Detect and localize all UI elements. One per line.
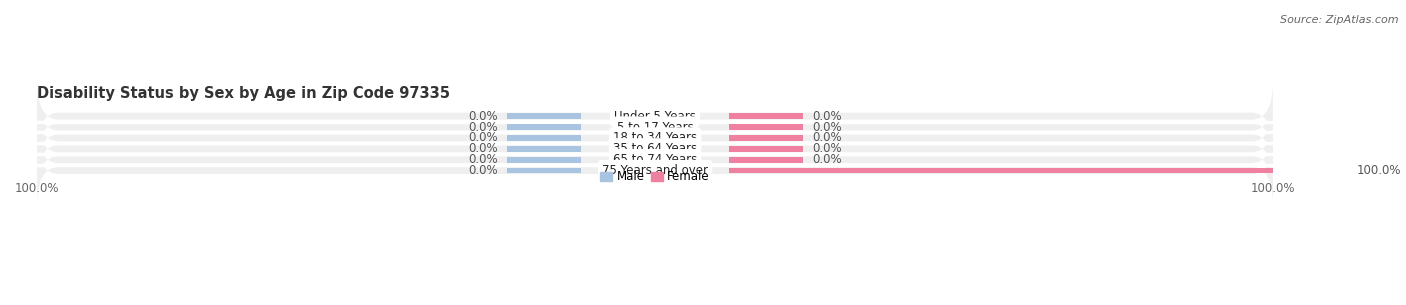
Bar [730,157,803,163]
Bar [730,113,803,119]
FancyBboxPatch shape [37,125,1272,194]
Text: 0.0%: 0.0% [813,142,842,155]
Text: 0.0%: 0.0% [813,131,842,145]
Text: 0.0%: 0.0% [468,153,498,166]
FancyBboxPatch shape [37,92,1272,162]
Text: 35 to 64 Years: 35 to 64 Years [613,142,697,155]
Text: 0.0%: 0.0% [813,153,842,166]
Text: 5 to 17 Years: 5 to 17 Years [617,120,693,134]
Text: 0.0%: 0.0% [468,120,498,134]
Text: Source: ZipAtlas.com: Source: ZipAtlas.com [1281,15,1399,25]
Bar [506,135,581,141]
Bar [506,146,581,152]
FancyBboxPatch shape [37,136,1272,205]
Text: Disability Status by Sex by Age in Zip Code 97335: Disability Status by Sex by Age in Zip C… [37,86,450,101]
Bar [506,167,581,174]
Text: 0.0%: 0.0% [468,131,498,145]
Bar [506,113,581,119]
Text: 0.0%: 0.0% [468,164,498,177]
FancyBboxPatch shape [37,114,1272,183]
Text: Under 5 Years: Under 5 Years [614,110,696,123]
Bar [506,124,581,130]
Text: 18 to 34 Years: 18 to 34 Years [613,131,697,145]
FancyBboxPatch shape [37,82,1272,151]
Text: 65 to 74 Years: 65 to 74 Years [613,153,697,166]
Bar [506,157,581,163]
FancyBboxPatch shape [37,103,1272,172]
Bar [730,135,803,141]
Text: 100.0%: 100.0% [1357,164,1400,177]
Text: 75 Years and over: 75 Years and over [602,164,709,177]
Text: 0.0%: 0.0% [468,110,498,123]
Text: 0.0%: 0.0% [468,142,498,155]
Bar [730,124,803,130]
Legend: Male, Female: Male, Female [596,167,713,187]
Bar [730,167,1347,174]
Bar [730,146,803,152]
Text: 0.0%: 0.0% [813,120,842,134]
Text: 0.0%: 0.0% [813,110,842,123]
